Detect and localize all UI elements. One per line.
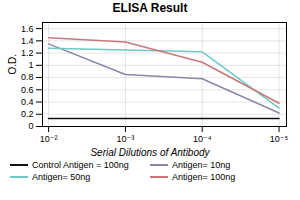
svg-text:1: 1 bbox=[28, 60, 33, 70]
html-text:Control Antigen = 100ng: Control Antigen = 100ng bbox=[32, 160, 129, 170]
svg-text:10⁻⁴: 10⁻⁴ bbox=[193, 134, 212, 144]
svg-text:0: 0 bbox=[28, 121, 33, 131]
svg-text:1.2: 1.2 bbox=[21, 48, 34, 58]
svg-text:0.6: 0.6 bbox=[21, 85, 34, 95]
svg-text:10⁻³: 10⁻³ bbox=[117, 134, 135, 144]
svg-text:0.4: 0.4 bbox=[21, 97, 34, 107]
svg-text:1.4: 1.4 bbox=[21, 36, 34, 46]
html-text:Antigen= 50ng: Antigen= 50ng bbox=[32, 172, 91, 182]
html-text:Antigen= 100ng: Antigen= 100ng bbox=[172, 172, 236, 182]
html-text:ELISA Result: ELISA Result bbox=[112, 1, 188, 15]
svg-text:0.8: 0.8 bbox=[21, 72, 34, 82]
html-text:Serial Dilutions of Antibody: Serial Dilutions of Antibody bbox=[90, 147, 210, 158]
svg-text:10⁻⁵: 10⁻⁵ bbox=[270, 134, 289, 144]
svg-text:10⁻²: 10⁻² bbox=[40, 134, 58, 144]
html-text:Antigen= 10ng: Antigen= 10ng bbox=[172, 160, 231, 170]
svg-text:O.D.: O.D. bbox=[7, 54, 18, 75]
svg-text:0.2: 0.2 bbox=[21, 109, 34, 119]
svg-text:1.6: 1.6 bbox=[21, 23, 34, 33]
